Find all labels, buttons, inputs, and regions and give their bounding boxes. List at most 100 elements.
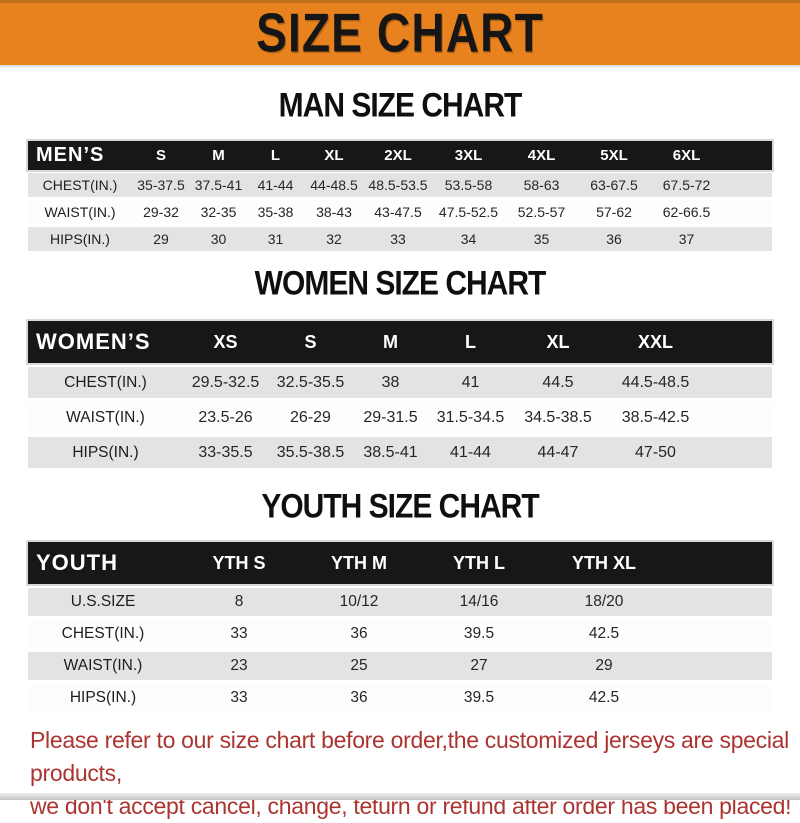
women-col-header: XS — [213, 331, 238, 352]
size-cell: 42.5 — [588, 689, 620, 706]
size-cell: 43-47.5 — [374, 204, 422, 220]
size-cell: 35-37.5 — [137, 177, 185, 193]
men-size-table: MEN’S S M L XL 2XL 3XL 4XL 5XL 6XL CHEST… — [28, 141, 772, 251]
size-cell: 25 — [350, 657, 368, 674]
size-cell: 47.5-52.5 — [438, 204, 499, 220]
women-col-header: XXL — [637, 331, 673, 352]
size-cell: 44-47 — [537, 443, 579, 461]
youth-section-heading: YOUTH SIZE CHART — [0, 487, 800, 525]
size-cell: 38.5-41 — [363, 443, 418, 461]
size-cell: 35.5-38.5 — [276, 443, 345, 461]
row-label: WAIST(IN.) — [63, 657, 143, 674]
size-cell: 41-44 — [257, 177, 294, 193]
size-cell: 37.5-41 — [194, 177, 243, 193]
size-cell: 57-62 — [596, 204, 632, 220]
youth-waist-row: WAIST(IN.) 23 25 27 29 — [28, 652, 772, 680]
row-label: WAIST(IN.) — [66, 408, 145, 426]
size-cell: 36 — [350, 625, 368, 642]
disclaimer-line-1: Please refer to our size chart before or… — [30, 727, 789, 786]
size-cell: 38 — [381, 373, 400, 391]
row-label: WAIST(IN.) — [44, 204, 116, 220]
size-cell: 41 — [461, 373, 480, 391]
size-cell: 8 — [234, 593, 244, 610]
men-col-header: 3XL — [454, 147, 483, 164]
size-cell: 31 — [267, 231, 284, 247]
row-label: CHEST(IN.) — [42, 177, 118, 193]
row-label: HIPS(IN.) — [72, 443, 139, 461]
youth-col-header: YTH M — [331, 552, 387, 573]
size-cell: 18/20 — [584, 593, 624, 610]
row-label: U.S.SIZE — [70, 593, 136, 610]
youth-table-title: YOUTH — [36, 550, 118, 575]
men-col-header: XL — [324, 147, 344, 164]
size-cell: 23.5-26 — [198, 408, 253, 426]
size-cell: 44.5 — [542, 373, 574, 391]
size-cell: 29 — [595, 657, 613, 674]
men-chest-row: CHEST(IN.) 35-37.5 37.5-41 41-44 44-48.5… — [28, 173, 772, 197]
size-cell: 36 — [350, 689, 368, 706]
size-cell: 39.5 — [463, 689, 495, 706]
size-cell: 63-67.5 — [590, 177, 638, 193]
size-cell: 32.5-35.5 — [276, 373, 345, 391]
youth-table-header-row: YOUTH YTH S YTH M YTH L YTH XL — [28, 542, 772, 584]
row-label: CHEST(IN.) — [61, 625, 145, 642]
women-size-table: WOMEN’S XS S M L XL XXL CHEST(IN.) 29.5-… — [28, 321, 772, 468]
youth-col-header: YTH L — [453, 552, 505, 573]
youth-col-header: YTH S — [212, 552, 266, 573]
men-waist-row: WAIST(IN.) 29-32 32-35 35-38 38-43 43-47… — [28, 200, 772, 224]
banner-title: SIZE CHART — [256, 2, 544, 64]
size-cell: 34 — [460, 231, 477, 247]
size-cell: 58-63 — [523, 177, 560, 193]
size-cell: 36 — [606, 231, 622, 247]
men-col-header: 4XL — [527, 147, 556, 164]
size-cell: 33 — [230, 625, 248, 642]
size-cell: 35 — [533, 231, 550, 247]
size-cell: 62-66.5 — [662, 204, 711, 220]
size-cell: 34.5-38.5 — [524, 408, 592, 426]
youth-col-header: YTH XL — [571, 552, 636, 573]
men-col-header: M — [212, 147, 225, 164]
size-cell: 38.5-42.5 — [621, 408, 690, 426]
size-cell: 26-29 — [290, 408, 331, 426]
size-chart-banner: SIZE CHART — [0, 0, 800, 65]
men-col-header: S — [155, 147, 166, 164]
size-cell: 44-48.5 — [310, 177, 358, 193]
size-cell: 44.5-48.5 — [621, 373, 690, 391]
size-cell: 35-38 — [257, 204, 294, 220]
man-heading-text: MAN SIZE CHART — [278, 86, 523, 125]
women-col-header: M — [383, 331, 398, 352]
size-cell: 37 — [678, 231, 695, 247]
size-cell: 29-31.5 — [363, 408, 418, 426]
youth-chest-row: CHEST(IN.) 33 36 39.5 42.5 — [28, 620, 772, 648]
youth-hips-row: HIPS(IN.) 33 36 39.5 42.5 — [28, 684, 772, 712]
women-section-heading: WOMEN SIZE CHART — [0, 264, 800, 302]
row-label: HIPS(IN.) — [50, 231, 110, 247]
men-col-header: L — [270, 147, 281, 164]
men-table-title: MEN’S — [36, 144, 105, 166]
size-cell: 53.5-58 — [444, 177, 493, 193]
men-col-header: 2XL — [384, 147, 412, 164]
size-cell: 42.5 — [588, 625, 620, 642]
row-label: HIPS(IN.) — [69, 689, 137, 706]
size-cell: 33 — [230, 689, 248, 706]
size-cell: 32-35 — [200, 204, 237, 220]
women-col-header: XL — [546, 331, 570, 352]
youth-ussize-row: U.S.SIZE 8 10/12 14/16 18/20 — [28, 588, 772, 616]
size-cell: 27 — [470, 657, 488, 674]
size-cell: 48.5-53.5 — [368, 177, 428, 193]
women-hips-row: HIPS(IN.) 33-35.5 35.5-38.5 38.5-41 41-4… — [28, 437, 772, 468]
size-cell: 23 — [230, 657, 248, 674]
size-cell: 41-44 — [450, 443, 491, 461]
men-table-header-row: MEN’S S M L XL 2XL 3XL 4XL 5XL 6XL — [28, 141, 772, 170]
size-cell: 14/16 — [459, 593, 499, 610]
women-table-header-row: WOMEN’S XS S M L XL XXL — [28, 321, 772, 363]
youth-size-table: YOUTH YTH S YTH M YTH L YTH XL U.S.SIZE … — [28, 542, 772, 712]
size-cell: 38-43 — [316, 204, 352, 220]
women-waist-row: WAIST(IN.) 23.5-26 26-29 29-31.5 31.5-34… — [28, 402, 772, 433]
women-chest-row: CHEST(IN.) 29.5-32.5 32.5-35.5 38 41 44.… — [28, 367, 772, 398]
size-cell: 33 — [390, 231, 406, 247]
size-cell: 29 — [153, 231, 169, 247]
size-cell: 39.5 — [463, 625, 495, 642]
row-label: CHEST(IN.) — [64, 373, 147, 391]
size-cell: 33-35.5 — [198, 443, 253, 461]
